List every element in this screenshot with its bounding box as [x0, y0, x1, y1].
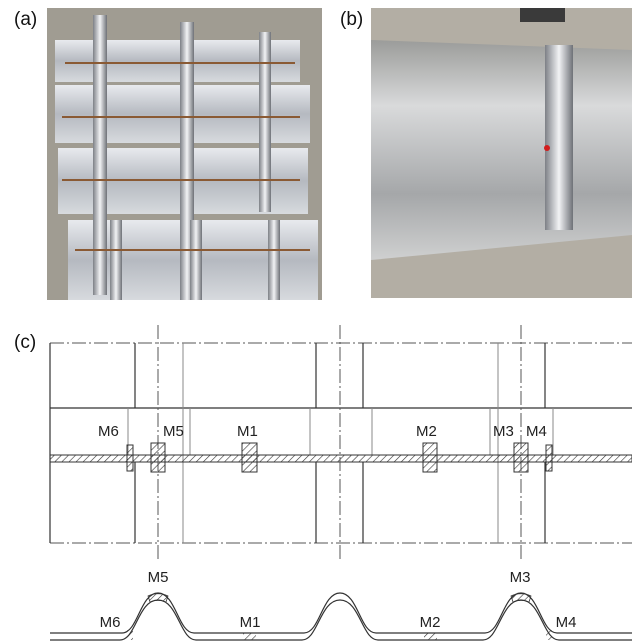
cross-section: [50, 592, 632, 641]
photo-b: [371, 8, 632, 298]
panel-label: (b): [340, 9, 363, 30]
plan-label: M3: [493, 423, 514, 440]
plan-label: M4: [526, 423, 547, 440]
section-label: M2: [420, 614, 441, 631]
section-label: M1: [240, 614, 261, 631]
photo-a: [47, 8, 322, 300]
plan-label: M2: [416, 423, 437, 440]
section-label: M5: [148, 569, 169, 586]
plan-label: M1: [237, 423, 258, 440]
section-label: M6: [100, 614, 121, 631]
panel-label: (c): [14, 332, 36, 353]
section-label: M4: [556, 614, 577, 631]
section-label: M3: [510, 569, 531, 586]
panel-label: (a): [14, 9, 37, 30]
plan-label: M6: [98, 423, 119, 440]
plan-view: [49, 325, 632, 562]
plan-label: M5: [163, 423, 184, 440]
